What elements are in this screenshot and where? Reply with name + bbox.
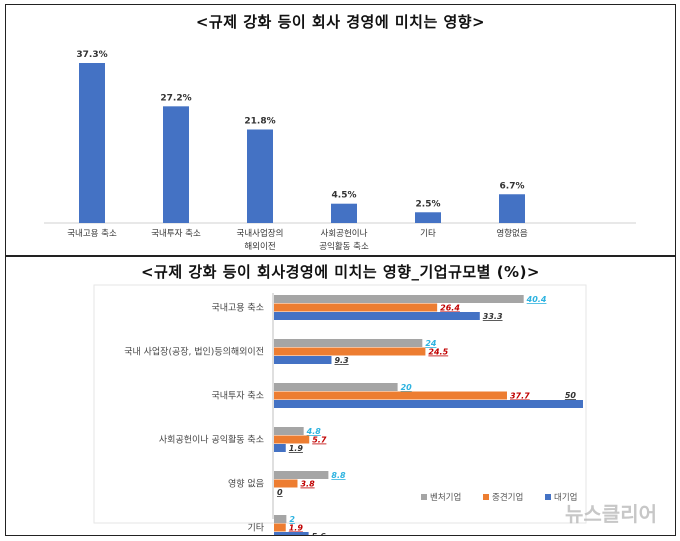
data-label-대기업-3: 1.9 bbox=[289, 444, 304, 453]
plot-area bbox=[93, 284, 587, 524]
bar-벤처기업-0 bbox=[274, 295, 524, 303]
data-label-벤처기업-2: 20 bbox=[401, 383, 413, 392]
bar-대기업-5 bbox=[274, 532, 309, 535]
bar-중견기업-3 bbox=[274, 435, 310, 444]
category-label-3: 사회공헌이나 bbox=[321, 228, 368, 239]
data-label-대기업-1: 9.3 bbox=[334, 356, 349, 365]
data-label-1: 27.2% bbox=[160, 93, 191, 103]
data-label-벤처기업-4: 8.8 bbox=[331, 471, 346, 480]
bar-중견기업-5 bbox=[274, 523, 286, 532]
category-label-2: 국내투자 축소 bbox=[211, 391, 264, 402]
bar-대기업-3 bbox=[274, 444, 286, 452]
category-label-4: 기타 bbox=[420, 229, 436, 239]
data-label-중견기업-0: 26.4 bbox=[440, 304, 460, 313]
legend-label-0: 벤처기업 bbox=[430, 492, 461, 503]
category-label-4: 영향 없음 bbox=[228, 478, 264, 490]
bar-중견기업-0 bbox=[274, 303, 438, 312]
category-label-0: 국내고용 축소 bbox=[211, 303, 264, 314]
bar-0 bbox=[79, 63, 105, 223]
data-label-5: 6.7% bbox=[500, 181, 525, 191]
bar-벤처기업-3 bbox=[274, 427, 304, 435]
category-label-2: 국내사업장의 bbox=[237, 228, 284, 239]
bar-벤처기업-2 bbox=[274, 383, 398, 391]
legend-label-2: 대기업 bbox=[554, 493, 577, 503]
data-label-벤처기업-5: 2 bbox=[289, 515, 295, 524]
data-label-2: 21.8% bbox=[244, 116, 275, 126]
bar-대기업-2 bbox=[274, 400, 583, 408]
watermark-logo: 뉴스클리어 bbox=[565, 502, 657, 526]
data-label-중견기업-3: 5.7 bbox=[312, 436, 327, 445]
category-label-1: 국내 사업장(공장, 법인)등의해외이전 bbox=[124, 346, 264, 358]
bar-중견기업-2 bbox=[274, 391, 507, 400]
data-label-중견기업-5: 1.9 bbox=[289, 524, 304, 533]
data-label-중견기업-2: 37.7 bbox=[510, 392, 530, 401]
category-label-0: 국내고용 축소 bbox=[67, 229, 117, 239]
data-label-대기업-5: 5.6 bbox=[312, 532, 327, 535]
data-label-중견기업-1: 24.5 bbox=[428, 348, 448, 357]
chart-panel-overall: <규제 강화 등이 회사 경영에 미치는 영향> 37.3% 국내고용 축소 27.… bbox=[5, 4, 676, 256]
bar-벤처기업-5 bbox=[274, 515, 287, 523]
category-label-3: 사회공헌이나 공익활동 축소 bbox=[159, 434, 264, 446]
chart-title-by-size: <규제 강화 등이 회사경영에 미치는 영향_기업규모별 (%)> bbox=[140, 263, 540, 281]
by-size-bar-chart: 국내고용 축소 40.4 26.4 33.3 국내 사업장(공장, 법인)등의해외이전 2… bbox=[93, 284, 587, 535]
bar-중견기업-1 bbox=[274, 347, 426, 356]
data-label-중견기업-4: 3.8 bbox=[300, 480, 315, 489]
category-label-1: 국내투자 축소 bbox=[151, 229, 201, 239]
data-label-대기업-4: 0 bbox=[277, 488, 283, 497]
bar-5 bbox=[499, 194, 525, 223]
chart-panel-by-size: <규제 강화 등이 회사경영에 미치는 영향_기업규모별 (%)> 국내고용 축… bbox=[5, 256, 676, 536]
legend-swatch-0 bbox=[421, 494, 427, 500]
legend-swatch-1 bbox=[483, 494, 489, 500]
bar-대기업-0 bbox=[274, 312, 480, 320]
bar-4 bbox=[415, 212, 441, 223]
bar-2 bbox=[247, 129, 273, 223]
data-label-대기업-2: 50 bbox=[565, 391, 577, 400]
category-label-3: 공익활동 축소 bbox=[319, 241, 369, 252]
category-label-5: 기타 bbox=[247, 523, 264, 534]
bar-중견기업-4 bbox=[274, 479, 298, 488]
data-label-4: 2.5% bbox=[416, 199, 441, 209]
bar-3 bbox=[331, 203, 357, 223]
bar-대기업-1 bbox=[274, 356, 332, 364]
legend-label-1: 중견기업 bbox=[492, 492, 523, 503]
bar-1 bbox=[163, 106, 189, 223]
category-label-2: 해외이전 bbox=[244, 241, 275, 252]
data-label-0: 37.3% bbox=[76, 50, 107, 60]
data-label-벤처기업-3: 4.8 bbox=[306, 427, 322, 436]
chart-title-overall: <규제 강화 등이 회사 경영에 미치는 영향> bbox=[195, 13, 486, 31]
legend-swatch-2 bbox=[545, 494, 551, 500]
data-label-벤처기업-1: 24 bbox=[425, 339, 437, 348]
data-label-대기업-0: 33.3 bbox=[483, 312, 503, 321]
bar-벤처기업-4 bbox=[274, 471, 329, 479]
category-label-5: 영향없음 bbox=[496, 228, 527, 239]
bar-벤처기업-1 bbox=[274, 339, 423, 347]
data-label-3: 4.5% bbox=[332, 191, 357, 201]
data-label-벤처기업-0: 40.4 bbox=[526, 295, 547, 304]
